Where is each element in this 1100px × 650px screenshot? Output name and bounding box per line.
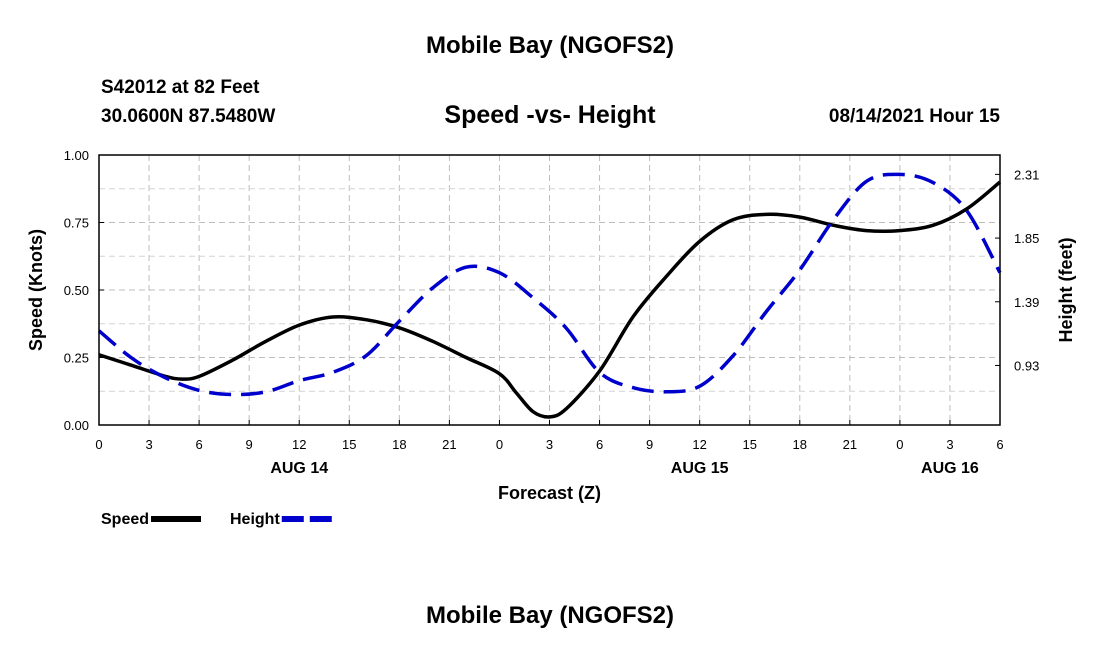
x-tick-label: 21 — [843, 437, 857, 452]
series-line-height — [97, 172, 1002, 397]
x-tick-label: 9 — [246, 437, 253, 452]
y-tick-label: 0.50 — [64, 283, 89, 298]
forecast-date-label: 08/14/2021 Hour 15 — [828, 106, 1000, 127]
x-tick-label: 21 — [442, 437, 456, 452]
coordinates-label: 30.0600N 87.5480W — [101, 106, 276, 127]
y-tick-label: 1.00 — [64, 148, 89, 163]
x-tick-label: 6 — [596, 437, 603, 452]
station-label: S42012 at 82 Feet — [101, 77, 260, 98]
footer-title: Mobile Bay (NGOFS2) — [425, 602, 675, 629]
x-tick-label: 6 — [996, 437, 1003, 452]
legend-label-speed: Speed — [101, 511, 149, 528]
x-tick-label: 0 — [496, 437, 503, 452]
y-tick-label: 0.25 — [64, 351, 89, 366]
x-tick-label: 0 — [896, 437, 903, 452]
x-tick-label: 18 — [793, 437, 807, 452]
main-title: Mobile Bay (NGOFS2) — [425, 32, 675, 59]
series-line-speed — [98, 180, 1002, 419]
x-axis-title: Forecast (Z) — [498, 483, 601, 503]
legend-label-height: Height — [230, 511, 280, 528]
y-tick-label: 0.00 — [64, 418, 89, 433]
x-tick-label: 12 — [692, 437, 706, 452]
x-tick-label: 9 — [646, 437, 653, 452]
y2-tick-label: 0.93 — [1014, 358, 1039, 373]
x-tick-label: 0 — [95, 437, 102, 452]
date-label: AUG 16 — [921, 460, 979, 477]
chart-title: Speed -vs- Height — [444, 101, 656, 129]
x-tick-label: 6 — [195, 437, 202, 452]
date-label: AUG 15 — [671, 460, 729, 477]
x-tick-label: 3 — [546, 437, 553, 452]
date-label: AUG 14 — [270, 460, 328, 477]
y-tick-label: 0.75 — [64, 216, 89, 231]
y2-tick-label: 2.31 — [1014, 167, 1039, 182]
x-tick-label: 15 — [742, 437, 756, 452]
ticks: 0 3 6 9 12 15 18 21 0 3 6 9 12 15 18 21 0 3 6 0.00 0.25 0.50 0… — [64, 148, 1040, 477]
legend: Speed Height — [101, 511, 332, 528]
x-tick-label: 18 — [392, 437, 406, 452]
x-tick-label: 15 — [342, 437, 356, 452]
grid — [99, 155, 1000, 425]
y-axis-title: Speed (Knots) — [26, 229, 46, 351]
y2-tick-label: 1.85 — [1014, 231, 1039, 246]
series-layer — [97, 172, 1002, 419]
x-tick-label: 12 — [292, 437, 306, 452]
x-tick-label: 3 — [946, 437, 953, 452]
y2-axis-title: Height (feet) — [1056, 238, 1076, 343]
y2-tick-label: 1.39 — [1014, 295, 1039, 310]
x-tick-label: 3 — [145, 437, 152, 452]
